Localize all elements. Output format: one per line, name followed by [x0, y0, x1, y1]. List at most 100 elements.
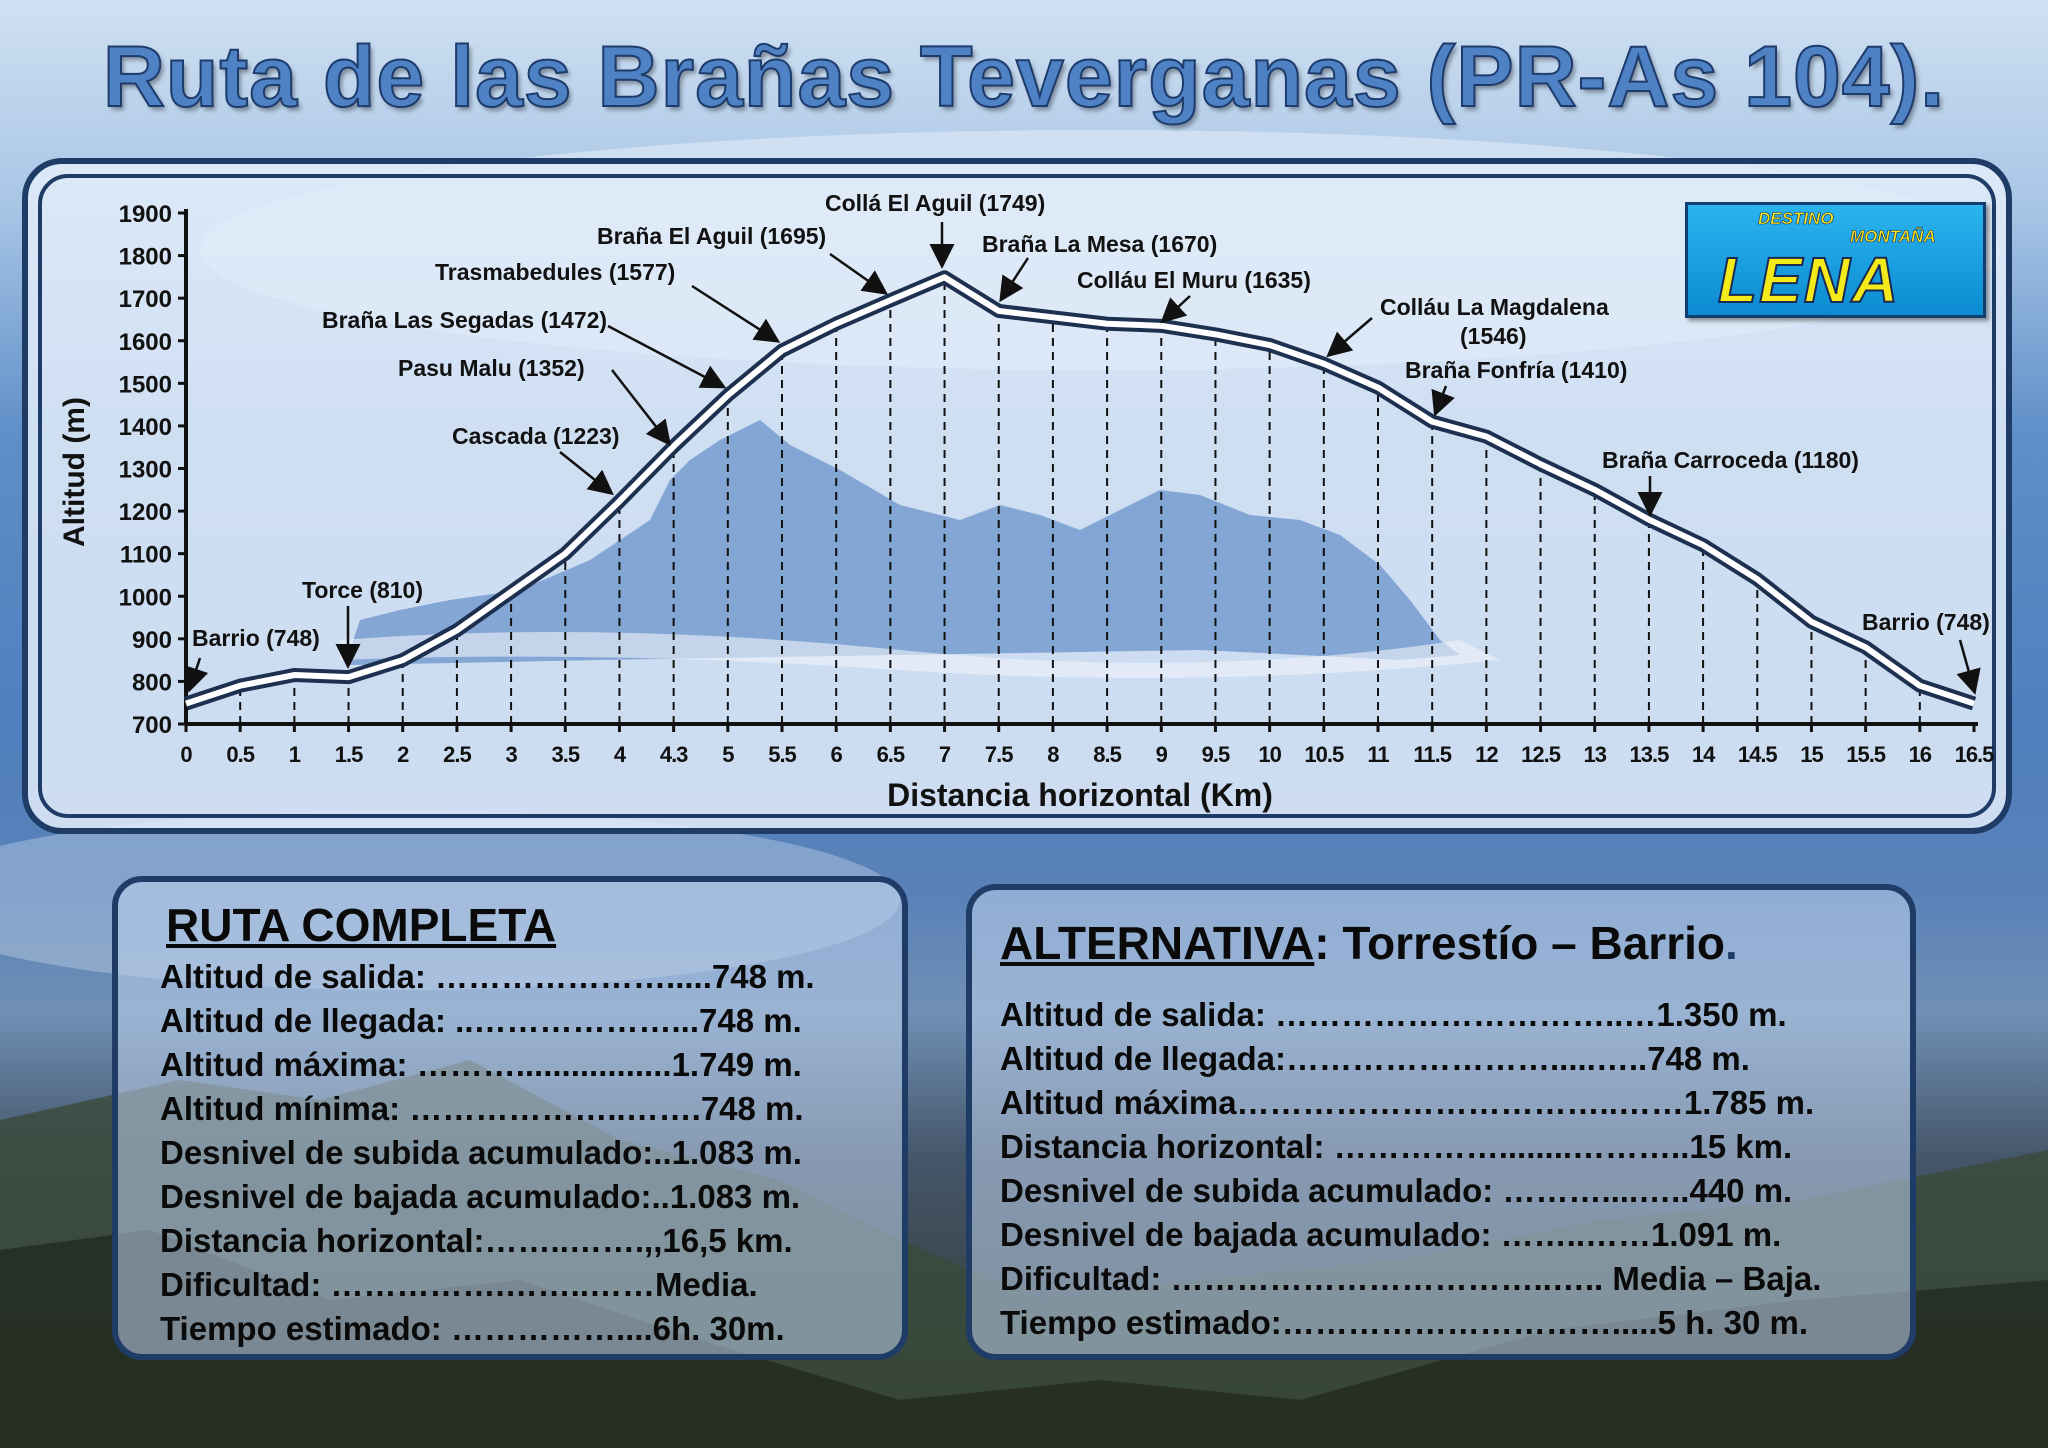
- x-tick-label: 1.5: [335, 742, 363, 767]
- annotation-arrow: [1160, 295, 1191, 324]
- alternativa-title: ALTERNATIVA: Torrestío – Barrio.: [1000, 916, 1738, 970]
- x-tick-label: 3: [505, 742, 517, 767]
- annotation-label: Braña Carroceda (1180): [1602, 447, 1859, 473]
- y-tick-label: 700: [132, 712, 172, 739]
- x-tick-label: 5.5: [768, 742, 796, 767]
- chart-panel-inner-border: [38, 174, 1996, 818]
- x-tick-label: 10: [1258, 742, 1281, 767]
- annotation-label: Barrio (748): [1862, 609, 1990, 635]
- ruta-completa-row: Altitud de llegada: ..………………...748 m.: [160, 1002, 802, 1039]
- x-tick-label: 16.5: [1955, 742, 1995, 767]
- x-tick-label: 5: [722, 742, 734, 767]
- x-tick-label: 7.5: [985, 742, 1013, 767]
- annotation-label: Torce (810): [302, 577, 423, 603]
- chart-background-mountain: [340, 420, 1500, 678]
- ruta-completa-row: Desnivel de subida acumulado:..1.083 m.: [160, 1134, 802, 1171]
- annotation-arrow: [1326, 317, 1373, 358]
- alternativa-title-dot: .: [1724, 917, 1738, 969]
- ruta-completa-title: RUTA COMPLETA: [166, 898, 556, 952]
- x-tick-label: 0: [180, 742, 192, 767]
- x-tick-label: 6.5: [877, 742, 905, 767]
- x-tick-label: 9.5: [1202, 742, 1230, 767]
- logo-line1: DESTINO: [1758, 209, 1834, 229]
- annotation-label: Trasmabedules (1577): [435, 259, 675, 285]
- alternativa-row: Desnivel de bajada acumulado: ……..……1.09…: [1000, 1216, 1782, 1253]
- logo-main: LENA: [1717, 243, 1901, 316]
- annotation-label: Barrio (748): [192, 625, 320, 651]
- y-tick-label: 1300: [119, 457, 172, 484]
- ruta-completa-row: Altitud mínima: ………………..…….748 m.: [160, 1090, 804, 1127]
- x-tick-label: 8: [1047, 742, 1059, 767]
- y-tick-label: 1500: [119, 371, 172, 398]
- background-cloud-shape: [340, 632, 1500, 678]
- x-tick-label: 2: [397, 742, 409, 767]
- x-tick-label: 13.5: [1629, 742, 1669, 767]
- chart-series: [183, 270, 1977, 711]
- annotation-label: Cascada (1223): [452, 423, 620, 449]
- annotation-arrow: [1431, 385, 1455, 417]
- annotation-arrow: [1956, 639, 1981, 695]
- alternativa-row: Tiempo estimado:………………………….....5 h. 30 m…: [1000, 1304, 1809, 1341]
- y-tick-label: 1100: [120, 542, 172, 569]
- x-tick-label: 10.5: [1304, 742, 1344, 767]
- chart-panel: [22, 158, 2012, 834]
- annotation-label: Colláu La Magdalena: [1380, 294, 1609, 320]
- ruta-completa-title-text: RUTA COMPLETA: [166, 899, 557, 951]
- x-tick-label: 11: [1367, 742, 1389, 767]
- annotation-label: Pasu Malu (1352): [398, 355, 585, 381]
- alternativa-row: Altitud máxima……………………………..……1.785 m.: [1000, 1084, 1815, 1121]
- annotation-label: Colláu El Muru (1635): [1077, 267, 1311, 293]
- x-tick-label: 1: [289, 742, 301, 767]
- x-tick-label: 12.5: [1521, 742, 1561, 767]
- x-tick-label: 2.5: [443, 742, 471, 767]
- annotation-arrow: [559, 451, 614, 496]
- annotation-label: Braña La Mesa (1670): [982, 231, 1217, 257]
- x-tick-label: 6: [831, 742, 843, 767]
- chart-axes: 1900180017001600150014001300120011001000…: [119, 201, 1996, 767]
- annotation-label: Braña Fonfría (1410): [1405, 357, 1627, 383]
- x-tick-label: 15.5: [1846, 742, 1886, 767]
- y-tick-label: 1200: [119, 499, 172, 526]
- annotation-arrow: [607, 324, 727, 389]
- x-tick-label: 11.5: [1413, 742, 1451, 767]
- annotation-label-line2: (1546): [1460, 323, 1526, 349]
- ruta-completa-row: Distancia horizontal:……..…….,,16,5 km.: [160, 1222, 793, 1259]
- chart-gridlines: [239, 277, 1921, 724]
- alternativa-title-rest: : Torrestío – Barrio: [1314, 917, 1725, 969]
- x-tick-label: 4.3: [660, 742, 688, 767]
- y-tick-label: 800: [132, 669, 172, 696]
- y-tick-label: 1900: [119, 201, 172, 228]
- x-tick-label: 0.5: [226, 742, 254, 767]
- annotation-arrow: [691, 284, 781, 343]
- ruta-completa-row: Desnivel de bajada acumulado:..1.083 m.: [160, 1178, 801, 1215]
- x-tick-label: 14.5: [1738, 742, 1778, 767]
- alternativa-row: Desnivel de subida acumulado: ………....…..…: [1000, 1172, 1793, 1209]
- x-axis-label: Distancia horizontal (Km): [887, 777, 1273, 813]
- x-tick-label: 7: [939, 742, 951, 767]
- y-tick-label: 1600: [119, 329, 172, 356]
- x-tick-label: 9: [1156, 742, 1168, 767]
- y-tick-label: 1400: [119, 414, 172, 441]
- y-tick-label: 1800: [119, 244, 172, 271]
- alternativa-panel: ALTERNATIVA: Torrestío – Barrio. Altitud…: [966, 884, 1916, 1360]
- alternativa-title-underlined: ALTERNATIVA: [1000, 917, 1315, 969]
- chart-annotations: Barrio (748) Torce (810) Cascada (1223) Pas…: [184, 190, 1990, 695]
- y-tick-label: 1700: [119, 286, 172, 313]
- ruta-completa-row: Tiempo estimado: ……………....6h. 30m.: [160, 1310, 785, 1347]
- logo-line2: MONTAÑA: [1850, 227, 1936, 247]
- x-tick-label: 12: [1475, 742, 1498, 767]
- ruta-completa-panel: RUTA COMPLETA Altitud de salida: ……………………: [112, 876, 908, 1360]
- x-tick-label: 13: [1583, 742, 1606, 767]
- annotation-arrow: [611, 369, 672, 446]
- profile-line-inner: [185, 274, 1975, 707]
- annotation-label: Braña El Aguil (1695): [597, 223, 826, 249]
- background-peak-shape: [350, 420, 1460, 665]
- ruta-completa-row: Dificultad: …………….……..……Media.: [160, 1266, 758, 1303]
- alternativa-row: Distancia horizontal: ……………........………..…: [1000, 1128, 1793, 1165]
- x-tick-label: 8.5: [1093, 742, 1121, 767]
- x-tick-label: 14: [1692, 742, 1716, 767]
- x-tick-label: 3.5: [551, 742, 579, 767]
- annotation-arrow: [829, 252, 889, 295]
- annotation-arrow: [999, 257, 1030, 303]
